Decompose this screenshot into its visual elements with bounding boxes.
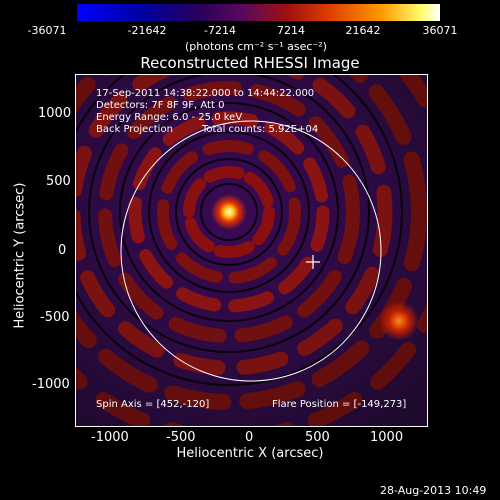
x-tick: -500 [166,430,196,445]
colorbar-tick: -7214 [204,24,236,37]
colorbar-units: (photons cm⁻² s⁻¹ asec⁻²) [185,40,327,53]
colorbar-tick: 36071 [422,24,458,37]
timestamp: 28-Aug-2013 10:49 [380,484,487,497]
secondary-source [379,301,419,341]
annotation-spin-axis: Spin Axis = [452,-120] [96,399,210,410]
colorbar-tick: -21642 [127,24,167,37]
x-axis-label: Heliocentric X (arcsec) [176,446,324,461]
y-tick: -1000 [32,377,70,392]
x-tick: 500 [305,430,330,445]
solar-limb [120,120,382,382]
flare-source [211,194,247,230]
y-tick: 0 [58,243,67,258]
colorbar-tick: 7214 [277,24,305,37]
colorbar-tick: -36071 [27,24,67,37]
annotation-detectors: Detectors: 7F 8F 9F, Att 0 [96,100,225,111]
rhessi-image: 17-Sep-2011 14:38:22.000 to 14:44:22.000… [75,74,428,427]
annotation-flare-position: Flare Position = [-149,273] [272,399,407,410]
spin-axis-marker [306,255,320,269]
image-title: Reconstructed RHESSI Image [140,54,360,72]
colorbar-tick: 21642 [345,24,381,37]
y-tick: 1000 [38,106,72,121]
annotation-time: 17-Sep-2011 14:38:22.000 to 14:44:22.000 [96,88,315,99]
y-tick: -500 [40,310,70,325]
annotation-counts: Total counts: 5.92E+04 [202,124,319,135]
image-canvas [76,75,427,426]
annotation-method: Back Projection [96,124,173,135]
x-tick: -1000 [91,430,129,445]
y-tick: 500 [46,174,71,189]
y-axis-label: Heliocentric Y (arcsec) [12,182,28,329]
x-tick: 1000 [370,430,404,445]
annotation-energy: Energy Range: 6.0 - 25.0 keV [96,112,243,123]
x-tick: 0 [245,430,254,445]
colorbar [77,4,440,21]
